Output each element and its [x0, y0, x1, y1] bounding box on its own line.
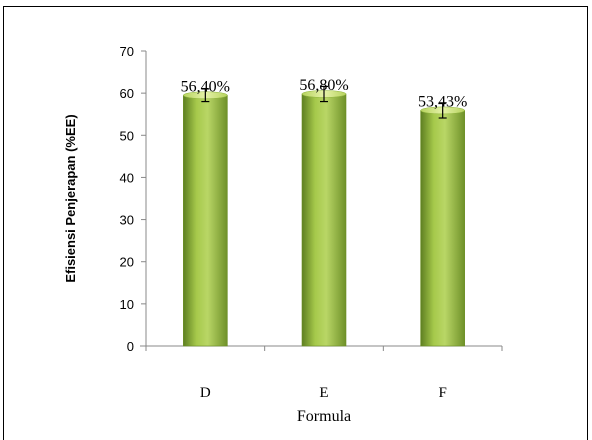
y-axis-title: Efisiensi Penjerapan (%EE) [63, 114, 78, 282]
bar-D [183, 94, 228, 347]
data-label-F: 53,43% [418, 93, 467, 110]
x-tick-label-D: D [200, 385, 211, 401]
x-tick-label-F: F [438, 385, 446, 401]
bar-F [420, 110, 465, 347]
y-tick-label: 30 [120, 213, 134, 228]
y-tick-label: 0 [127, 339, 134, 354]
bar-E [301, 93, 347, 347]
y-tick-label: 20 [120, 255, 134, 270]
y-tick-label: 60 [120, 86, 134, 101]
data-label-E: 56,80% [299, 77, 348, 94]
y-tick-label: 70 [120, 44, 134, 59]
x-axis-title: Formula [297, 408, 351, 425]
y-tick-label: 10 [120, 297, 134, 312]
chart-frame [3, 6, 588, 440]
data-label-D: 56,40% [181, 78, 230, 95]
x-tick-label-E: E [319, 385, 328, 401]
y-tick-label: 50 [120, 128, 134, 143]
chart-labels: 56,40% D 56,80% E 53,43% F Formula Efisiensi Pe… [63, 77, 467, 425]
y-tick-label: 40 [120, 170, 134, 185]
bar-series [183, 85, 465, 347]
